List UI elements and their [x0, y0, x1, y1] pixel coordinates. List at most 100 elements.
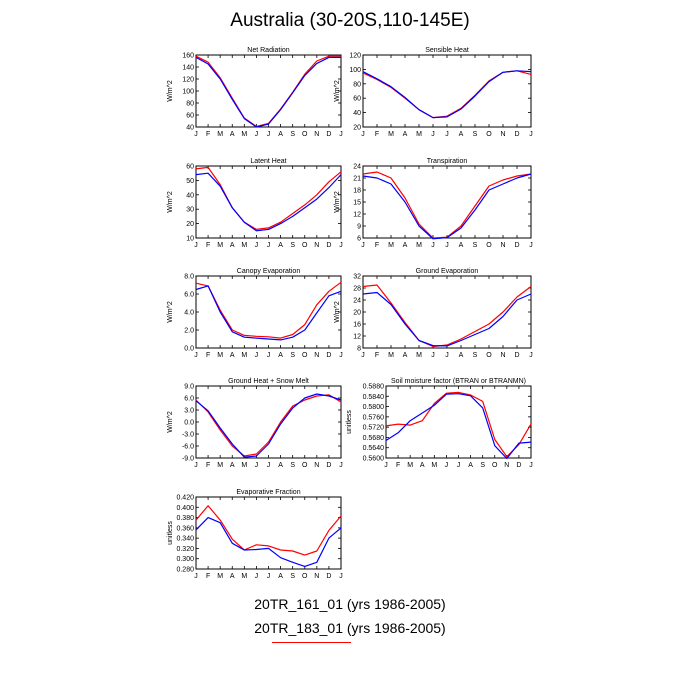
x-tick-label: O: [302, 131, 308, 138]
y-tick-label: 28: [353, 286, 361, 293]
y-tick-label: 0.0: [184, 346, 194, 353]
x-tick-label: J: [431, 242, 435, 249]
x-tick-label: J: [445, 242, 449, 249]
x-tick-label: A: [230, 462, 235, 469]
series-line-red: [385, 391, 532, 458]
x-tick-label: A: [459, 131, 464, 138]
y-tick-label: 0.420: [176, 495, 194, 502]
x-tick-label: J: [529, 242, 533, 249]
x-tick-label: F: [206, 573, 210, 580]
y-tick-label: 20: [186, 221, 194, 228]
x-tick-label: J: [339, 462, 343, 469]
x-tick-label: F: [375, 131, 379, 138]
y-tick-label: 30: [186, 207, 194, 214]
x-tick-label: N: [500, 242, 505, 249]
x-tick-label: J: [255, 242, 259, 249]
x-tick-label: J: [361, 242, 365, 249]
x-tick-label: J: [194, 131, 198, 138]
y-tick-label: 50: [186, 178, 194, 185]
x-tick-label: J: [267, 573, 271, 580]
y-tick-label: 6.0: [184, 292, 194, 299]
panel-title: Transpiration: [427, 158, 468, 165]
x-tick-label: A: [459, 352, 464, 359]
y-tick-label: 0.320: [176, 546, 194, 553]
y-tick-label: 9.0: [184, 384, 194, 391]
series-line-blue: [362, 173, 532, 240]
x-tick-label: N: [500, 131, 505, 138]
y-tick-label: 6: [357, 236, 361, 243]
x-tick-label: J: [431, 131, 435, 138]
y-tick-label: 0.5880: [363, 384, 385, 391]
y-axis-label: W/m^2: [334, 301, 341, 323]
x-tick-label: F: [396, 462, 400, 469]
y-tick-label: 160: [182, 53, 194, 60]
x-tick-label: A: [230, 573, 235, 580]
y-tick-label: 120: [182, 77, 194, 84]
y-tick-label: 20: [353, 125, 361, 132]
y-tick-label: 0.5680: [363, 435, 385, 442]
y-tick-label: 0.5600: [363, 456, 385, 463]
y-tick-label: 12: [353, 334, 361, 341]
x-tick-label: A: [230, 242, 235, 249]
series-line-red: [195, 281, 342, 339]
x-tick-label: M: [217, 242, 223, 249]
x-tick-label: O: [302, 462, 308, 469]
x-tick-label: J: [529, 352, 533, 359]
x-tick-label: D: [516, 462, 521, 469]
series-line-red: [195, 55, 341, 128]
x-tick-label: A: [278, 242, 283, 249]
y-tick-label: 140: [182, 65, 194, 72]
plot-frame: [195, 54, 342, 128]
x-tick-label: J: [529, 462, 533, 469]
series-line-red: [362, 70, 532, 119]
series-line-blue: [195, 285, 342, 341]
x-tick-label: F: [206, 131, 210, 138]
x-tick-label: D: [326, 462, 331, 469]
panel-title: Evaporative Fraction: [236, 489, 300, 496]
x-tick-label: N: [314, 242, 319, 249]
y-tick-label: 120: [349, 53, 361, 60]
x-tick-label: F: [206, 462, 210, 469]
x-tick-label: D: [514, 242, 519, 249]
y-tick-label: 0.400: [176, 505, 194, 512]
x-tick-label: A: [278, 462, 283, 469]
x-tick-label: A: [459, 242, 464, 249]
series-line-blue: [195, 56, 341, 128]
x-tick-label: A: [278, 573, 283, 580]
panel-title: Latent Heat: [250, 158, 286, 165]
x-tick-label: M: [416, 242, 422, 249]
x-tick-label: J: [361, 352, 365, 359]
x-tick-label: A: [420, 462, 425, 469]
y-tick-label: -3.0: [182, 432, 194, 439]
y-axis-label: W/m^2: [167, 411, 174, 433]
x-tick-label: M: [431, 462, 437, 469]
x-tick-label: N: [314, 573, 319, 580]
y-tick-label: 40: [186, 192, 194, 199]
x-tick-label: N: [504, 462, 509, 469]
y-tick-label: 24: [353, 298, 361, 305]
x-tick-label: M: [407, 462, 413, 469]
x-tick-label: M: [388, 242, 394, 249]
series-line-blue: [195, 172, 342, 232]
y-axis-label: unitless: [167, 521, 174, 545]
y-tick-label: 12: [353, 212, 361, 219]
panel-title: Ground Heat + Snow Melt: [228, 378, 309, 385]
y-axis-label: unitless: [346, 410, 353, 434]
y-tick-label: 16: [353, 322, 361, 329]
y-tick-label: 20: [353, 310, 361, 317]
x-tick-label: O: [486, 242, 492, 249]
y-tick-label: 0.5720: [363, 425, 385, 432]
x-tick-label: A: [403, 352, 408, 359]
x-tick-label: M: [416, 131, 422, 138]
x-tick-label: D: [326, 352, 331, 359]
x-tick-label: O: [486, 131, 492, 138]
series-line-red: [195, 166, 342, 230]
y-tick-label: 60: [186, 164, 194, 171]
y-tick-label: 100: [349, 67, 361, 74]
x-tick-label: J: [194, 573, 198, 580]
x-tick-label: D: [326, 242, 331, 249]
x-tick-label: M: [416, 352, 422, 359]
x-tick-label: N: [314, 131, 319, 138]
x-tick-label: N: [500, 352, 505, 359]
y-tick-label: 10: [186, 236, 194, 243]
